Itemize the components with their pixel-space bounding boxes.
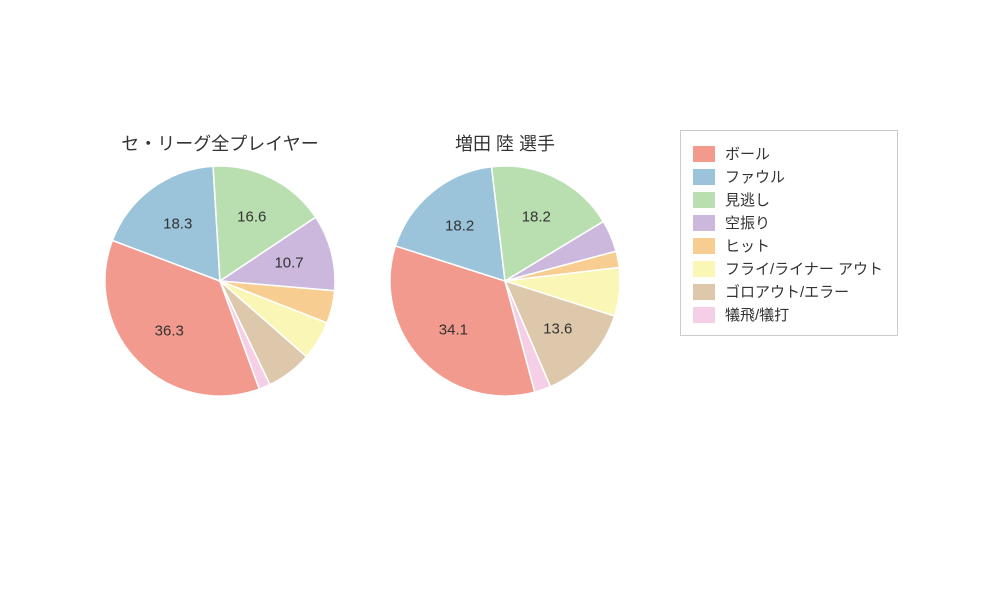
legend-label-foul: ファウル: [725, 166, 785, 187]
legend-item-flyliner: フライ/ライナー アウト: [693, 258, 883, 279]
chart-container: セ・リーグ全プレイヤー 36.318.316.610.7 増田 陸 選手 34.…: [0, 0, 1000, 600]
pie-chart-player: 増田 陸 選手 34.118.218.213.6: [390, 130, 620, 401]
pie-svg: [390, 166, 620, 396]
legend-swatch-swing: [693, 215, 715, 231]
legend-item-ball: ボール: [693, 143, 883, 164]
legend: ボールファウル見逃し空振りヒットフライ/ライナー アウトゴロアウト/エラー犠飛/…: [680, 130, 898, 336]
legend-label-looking: 見逃し: [725, 189, 770, 210]
legend-item-foul: ファウル: [693, 166, 883, 187]
pie-chart-league: セ・リーグ全プレイヤー 36.318.316.610.7: [105, 130, 335, 401]
legend-swatch-sac: [693, 307, 715, 323]
legend-item-looking: 見逃し: [693, 189, 883, 210]
pie-svg: [105, 166, 335, 396]
legend-label-ball: ボール: [725, 143, 770, 164]
legend-swatch-foul: [693, 169, 715, 185]
chart-title-player: 増田 陸 選手: [390, 130, 620, 156]
legend-swatch-flyliner: [693, 261, 715, 277]
legend-swatch-ball: [693, 146, 715, 162]
legend-swatch-looking: [693, 192, 715, 208]
legend-swatch-ground: [693, 284, 715, 300]
chart-title-league: セ・リーグ全プレイヤー: [105, 130, 335, 156]
pie-wrap-league: 36.318.316.610.7: [105, 166, 335, 396]
legend-item-swing: 空振り: [693, 212, 883, 233]
legend-swatch-hit: [693, 238, 715, 254]
legend-label-flyliner: フライ/ライナー アウト: [725, 258, 883, 279]
legend-item-hit: ヒット: [693, 235, 883, 256]
legend-label-swing: 空振り: [725, 212, 770, 233]
legend-item-ground: ゴロアウト/エラー: [693, 281, 883, 302]
legend-label-sac: 犠飛/犠打: [725, 304, 789, 325]
legend-label-ground: ゴロアウト/エラー: [725, 281, 849, 302]
legend-label-hit: ヒット: [725, 235, 770, 256]
pie-wrap-player: 34.118.218.213.6: [390, 166, 620, 396]
legend-item-sac: 犠飛/犠打: [693, 304, 883, 325]
